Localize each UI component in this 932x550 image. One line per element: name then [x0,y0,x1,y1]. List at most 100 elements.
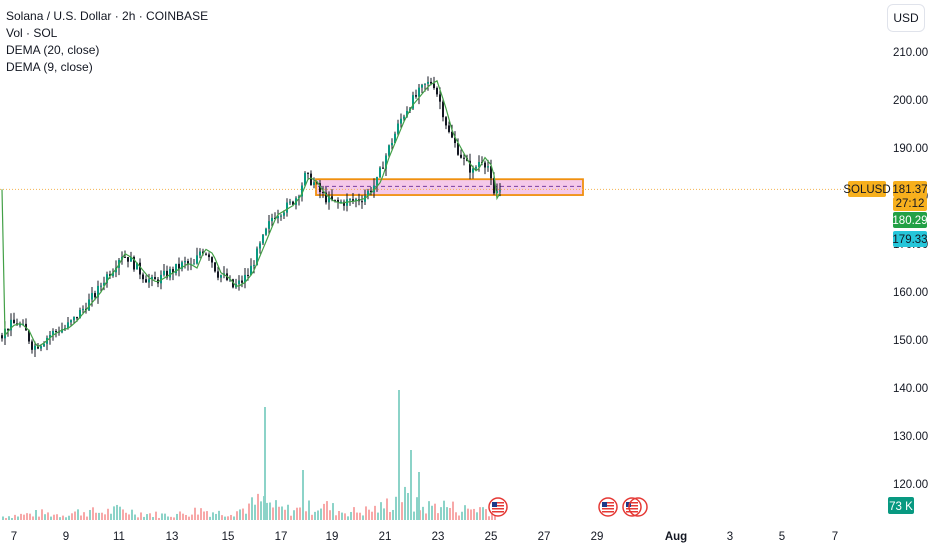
volume-bar [224,516,226,520]
candle-body [169,269,171,278]
flag-stripe [602,508,614,510]
candle-body [271,217,273,222]
volume-bar [389,511,391,520]
dema-9-tag: 179.33 [892,231,928,247]
volume-bar [308,500,310,520]
candle-body [292,201,294,205]
candle-body [322,191,324,193]
volume-bar [89,509,91,520]
volume-bar [254,504,256,520]
flag-stripe [492,505,504,507]
candle-body [274,217,276,219]
candle-body [448,125,450,132]
volume-bar [347,516,349,520]
volume-bar [365,506,367,520]
volume-bar [470,509,472,520]
candle-body [382,167,384,169]
volume-bar [65,517,67,520]
candle-body [196,255,198,264]
candle-body [1,335,3,339]
symbol-tag-text: SOLUSD [843,184,890,196]
flag-stripe [492,502,504,504]
flag-stripe [626,505,638,507]
x-tick-label: 23 [432,531,445,543]
candle-body [61,329,63,333]
candle-body [142,274,144,280]
candle-body [328,196,330,203]
volume-bar [257,493,259,520]
volume-bar [287,504,289,520]
volume-bar [95,512,97,520]
volume-bar [434,503,436,520]
indicator-dema-9[interactable]: DEMA (9, close) [6,60,93,74]
volume-bar [191,514,193,520]
volume-bar [20,513,22,520]
currency-button[interactable]: USD [887,4,925,32]
volume-bar [437,513,439,520]
volume-bar [68,515,70,520]
candle-body [10,319,12,331]
volume-bar [194,507,196,520]
events-layer [488,497,648,517]
volume-bar [173,517,175,520]
candle-body [67,322,69,329]
volume-bar [320,508,322,520]
volume-bar [452,501,454,520]
volume-bar [461,511,463,520]
y-tick-label: 200.00 [893,95,928,107]
volume-bar [449,507,451,520]
indicator-dema-20[interactable]: DEMA (20, close) [6,43,100,57]
candle-body [97,285,99,298]
volume-bar [362,515,364,520]
candle-body [367,190,369,196]
candle-body [166,270,168,278]
flag-ring [488,497,508,517]
candle-body [148,279,150,283]
candle-body [262,234,264,244]
candle-body [439,94,441,102]
candle-body [112,272,114,276]
candle-body [430,81,432,84]
volume-bar [47,512,49,520]
volume-bar [380,502,382,520]
candle-body [19,324,21,326]
candle-body [286,202,288,213]
candle-body [475,167,477,169]
candle-body [184,261,186,263]
us-flag-icon [598,497,618,517]
volume-bar [371,511,373,520]
volume-bar [185,514,187,520]
volume-bar [476,512,478,520]
x-tick-label: 25 [485,531,498,543]
volume-bar [8,516,10,520]
volume-bar [29,513,31,520]
candle-body [313,182,315,185]
candle-body [340,201,342,203]
candle-body [343,201,345,206]
candle-body [433,83,435,89]
volume-bar [488,516,490,520]
indicator-volume[interactable]: Vol · SOL [6,26,58,40]
volume-bar [155,511,157,520]
volume-bar [410,450,412,520]
flag-stripe [492,511,504,513]
volume-bar [275,500,277,520]
support-zone [315,178,584,196]
flag-canton [626,502,631,507]
candle-body [427,81,429,84]
volume-bar [455,512,457,520]
candle-body [160,274,162,284]
candle-body [454,137,456,144]
volume-layer [2,390,496,520]
volume-bar [305,511,307,520]
x-tick-label: 5 [779,531,785,543]
flag-canton [492,502,497,507]
x-tick-label: 7 [11,531,17,543]
volume-bar [392,509,394,520]
candle-body [31,341,33,350]
countdown-tag-bg [893,197,927,211]
volume-bar [386,498,388,520]
volume-bar [209,516,211,520]
candle-body [334,199,336,201]
